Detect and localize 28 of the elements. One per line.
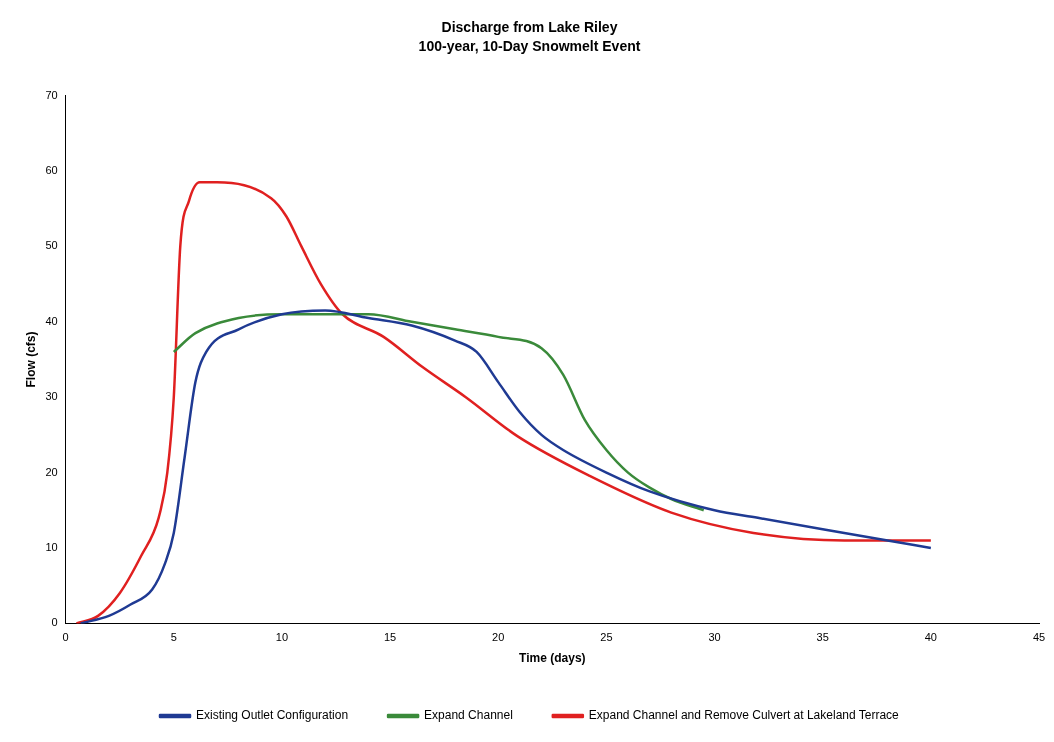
x-tick-label: 10 xyxy=(275,631,289,644)
y-axis-title: Flow (cfs) xyxy=(23,331,38,388)
y-tick-label: 60 xyxy=(45,164,58,177)
legend-label: Expand Channel and Remove Culvert at Lakeland Terrace xyxy=(588,708,900,723)
x-tick-label: 25 xyxy=(600,631,613,644)
x-axis-title: Time (days) xyxy=(519,651,586,666)
line-series xyxy=(79,309,933,624)
legend-label: Existing Outlet Configuration xyxy=(196,708,349,723)
x-tick-label: 20 xyxy=(492,631,505,644)
y-tick-label: 30 xyxy=(45,390,58,403)
x-tick-label: 30 xyxy=(708,631,721,644)
x-tick-label: 0 xyxy=(62,631,69,644)
x-tick-label: 40 xyxy=(924,631,937,644)
line-series xyxy=(172,313,705,512)
y-tick-label: 20 xyxy=(45,465,58,478)
legend-label: Expand Channel xyxy=(424,708,513,723)
x-tick-label: 45 xyxy=(1032,631,1046,644)
y-tick-label: 0 xyxy=(51,616,58,629)
chart-subtitle: 100-year, 10-Day Snowmelt Event xyxy=(418,38,641,55)
x-tick-label: 15 xyxy=(383,631,397,644)
chart-title: Discharge from Lake Riley xyxy=(441,19,618,36)
y-tick-label: 70 xyxy=(45,88,58,101)
y-tick-label: 40 xyxy=(45,314,58,327)
x-tick-label: 5 xyxy=(170,631,177,644)
y-tick-label: 50 xyxy=(45,239,58,252)
line-series xyxy=(75,181,933,624)
y-tick-label: 10 xyxy=(45,541,58,554)
x-tick-label: 35 xyxy=(816,631,829,644)
